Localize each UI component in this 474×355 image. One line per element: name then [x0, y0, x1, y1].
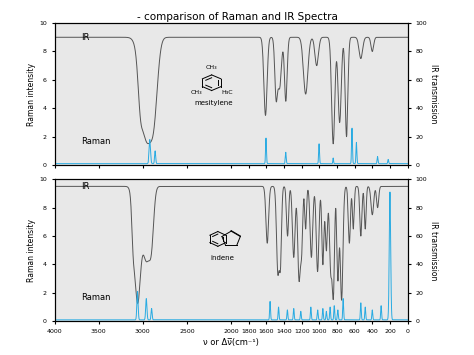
- Text: Raman: Raman: [81, 293, 110, 302]
- X-axis label: ν or Δν̅(cm⁻¹): ν or Δν̅(cm⁻¹): [203, 338, 259, 347]
- Y-axis label: Raman intensity: Raman intensity: [27, 219, 36, 282]
- Y-axis label: IR transmission: IR transmission: [429, 220, 438, 280]
- Text: Raman: Raman: [81, 137, 110, 146]
- Text: - comparison of Raman and IR Spectra: - comparison of Raman and IR Spectra: [137, 12, 337, 22]
- Y-axis label: IR transmission: IR transmission: [429, 64, 438, 124]
- Text: IR: IR: [81, 33, 90, 42]
- Text: H₃C: H₃C: [221, 90, 233, 95]
- Text: indene: indene: [210, 255, 234, 261]
- Text: CH₃: CH₃: [206, 65, 218, 70]
- Text: IR: IR: [81, 182, 90, 191]
- Y-axis label: Raman intensity: Raman intensity: [27, 62, 36, 126]
- Text: CH₃: CH₃: [191, 90, 202, 95]
- Text: mesitylene: mesitylene: [194, 100, 233, 106]
